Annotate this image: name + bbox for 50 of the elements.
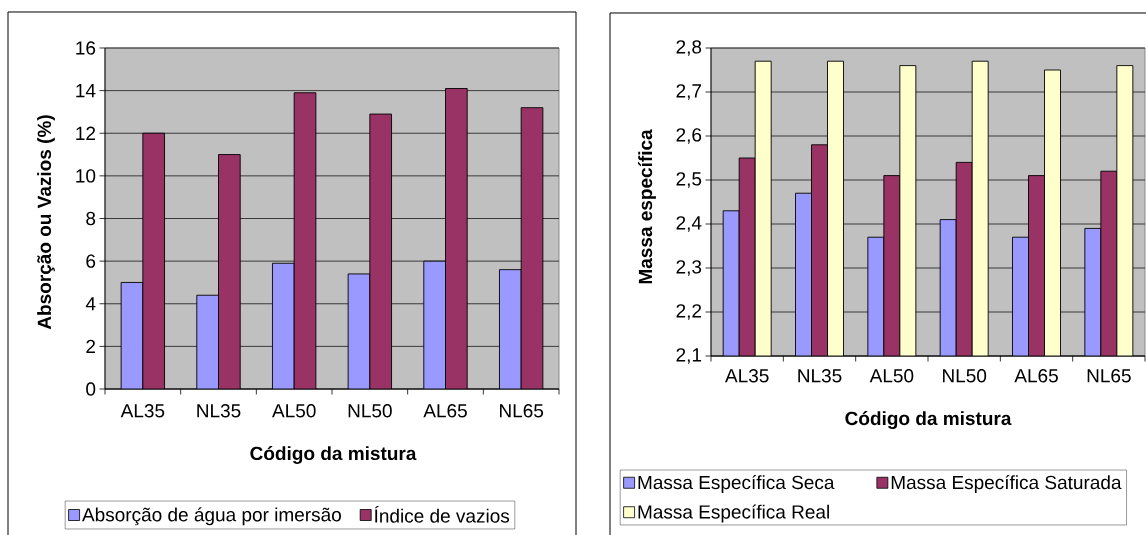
x-tick-label: NL65 xyxy=(1087,369,1131,383)
y-tick-label: 4 xyxy=(85,297,96,311)
bar xyxy=(142,133,165,389)
bar xyxy=(272,263,295,389)
x-tick-label: AL65 xyxy=(423,404,467,418)
legend-label: Massa Específica Saturada xyxy=(891,475,1122,493)
bar xyxy=(520,107,544,389)
legend-label: Massa Específica Seca xyxy=(638,475,835,493)
y-tick-label: 2,2 xyxy=(676,304,702,320)
y-tick-label: 2,7 xyxy=(676,84,702,100)
x-tick-label: NL35 xyxy=(197,404,241,418)
bar xyxy=(423,261,446,389)
legend-label: Massa Específica Real xyxy=(638,504,829,523)
y-tick-label: 12 xyxy=(76,126,96,140)
y-tick-label: 2,4 xyxy=(676,216,702,232)
y-tick-label: 2,6 xyxy=(676,128,702,144)
x-tick-label: AL35 xyxy=(725,369,769,383)
legend-label: Absorção de água por imersão xyxy=(82,507,341,526)
y-tick-label: 8 xyxy=(86,211,96,226)
x-tick-label: AL50 xyxy=(272,404,316,418)
y-tick-label: 6 xyxy=(86,254,96,268)
bar xyxy=(218,154,241,389)
y-tick-label: 2,8 xyxy=(676,40,702,56)
bar xyxy=(499,269,522,389)
y-tick-label: 2,3 xyxy=(676,260,702,276)
bar xyxy=(121,282,143,389)
x-axis-title: Código da mistura xyxy=(250,446,417,464)
bar xyxy=(196,295,219,389)
y-tick-label: 0 xyxy=(86,382,96,396)
x-axis-title: Código da mistura xyxy=(845,411,1012,429)
y-tick-label: 2 xyxy=(86,339,96,354)
y-tick-label: 10 xyxy=(76,169,96,183)
legend-label: Índice de vazios xyxy=(374,506,510,523)
y-tick-label: 14 xyxy=(76,84,96,98)
bar xyxy=(445,88,468,389)
x-tick-label: AL35 xyxy=(120,404,165,418)
bar xyxy=(369,114,392,389)
x-tick-label: AL50 xyxy=(869,369,914,383)
y-tick-label: 16 xyxy=(76,41,96,55)
y-tick-label: 2,1 xyxy=(676,348,702,364)
x-tick-label: NL50 xyxy=(943,369,987,383)
x-tick-label: NL35 xyxy=(798,369,842,383)
y-axis-title: Absorção ou Vazios (%) xyxy=(37,115,55,330)
bar xyxy=(348,273,370,389)
y-axis-title: Massa específica xyxy=(638,129,656,284)
y-tick-label: 2,5 xyxy=(676,172,702,188)
x-tick-label: NL50 xyxy=(348,404,392,418)
x-tick-label: NL65 xyxy=(500,404,544,418)
bar xyxy=(294,92,316,389)
x-tick-label: AL65 xyxy=(1014,369,1058,383)
